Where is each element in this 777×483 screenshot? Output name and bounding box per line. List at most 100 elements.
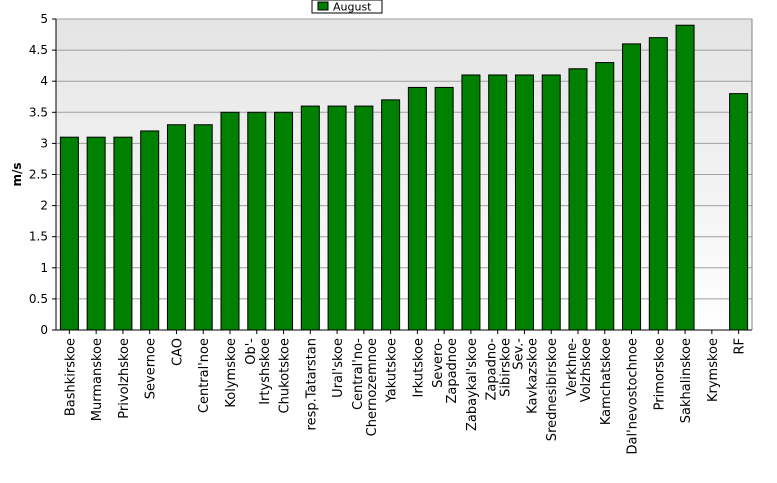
bar xyxy=(434,86,454,331)
x-tick-label-line: Dal'nevostochnoe xyxy=(626,338,641,454)
x-tick-label-line: Central'noe xyxy=(197,338,212,413)
bar xyxy=(675,24,695,331)
x-tick-label-line: Primorskoe xyxy=(652,338,667,410)
bar xyxy=(327,105,347,331)
x-tick-label-line: Verkhne- xyxy=(565,338,580,396)
y-tick-label: 0 xyxy=(40,323,48,337)
bar xyxy=(166,124,186,331)
y-tick-label: 5 xyxy=(40,12,48,26)
x-tick-label-line: Ural'skoe xyxy=(331,338,346,398)
y-tick-label: 1.5 xyxy=(29,230,48,244)
y-tick-label: 3 xyxy=(40,136,48,150)
x-tick-label: Yakutskoe xyxy=(385,338,400,403)
y-tick-label: 2 xyxy=(40,199,48,213)
bar xyxy=(113,136,133,331)
y-axis-label: m/s xyxy=(10,162,24,186)
bar xyxy=(461,74,481,331)
x-tick-label-line: Sakhalinskoe xyxy=(679,338,694,423)
y-tick-label: 0.5 xyxy=(29,292,48,306)
x-tick-label: Sev.- Kavkazskoe xyxy=(511,338,540,414)
x-tick-label-line: Chernozemnoe xyxy=(365,338,380,436)
bar xyxy=(407,86,427,331)
x-tick-label-line: Volzhskoe xyxy=(579,338,594,402)
x-tick-label: Privolzhskoe xyxy=(117,338,132,419)
bar xyxy=(247,111,267,331)
x-tick-label: Severo- Zapadnoe xyxy=(431,338,460,404)
bar xyxy=(541,74,561,331)
x-tick-label-line: resp.Tatarstan xyxy=(304,338,319,430)
x-tick-label: CAO xyxy=(170,338,185,366)
x-tick-label: Severnoe xyxy=(144,338,159,399)
legend-swatch xyxy=(317,1,329,11)
bar xyxy=(568,68,588,331)
x-tick-label: Sakhalinskoe xyxy=(679,338,694,423)
bar xyxy=(220,111,240,331)
x-tick-label-line: Irtyshskoe xyxy=(258,338,273,405)
x-tick-label: RF xyxy=(733,338,748,355)
x-tick-label-line: Kolymskoe xyxy=(224,338,239,408)
x-tick-label-line: Bashkirskoe xyxy=(63,338,78,416)
x-tick-label-line: Kavkazskoe xyxy=(525,338,540,414)
bar xyxy=(595,62,615,331)
x-tick-label-line: Ob'- xyxy=(244,338,259,365)
x-tick-label-line: Severnoe xyxy=(144,338,159,399)
x-tick-label-line: RF xyxy=(733,338,748,355)
x-tick-label: Ural'skoe xyxy=(331,338,346,398)
bar xyxy=(488,74,508,331)
bar xyxy=(193,124,213,331)
x-tick-label: resp.Tatarstan xyxy=(304,338,319,430)
x-tick-label-line: Irkutskoe xyxy=(411,338,426,397)
x-tick-label-line: Central'no- xyxy=(351,338,366,410)
x-tick-label-line: Sev.- xyxy=(511,338,526,370)
x-tick-label: Dal'nevostochnoe xyxy=(626,338,641,454)
x-tick-label: Primorskoe xyxy=(652,338,667,410)
x-tick-label: Central'no- Chernozemnoe xyxy=(351,338,380,437)
x-tick-label: Krymskoe xyxy=(706,338,721,402)
y-tick-label: 3.5 xyxy=(29,105,48,119)
x-tick-label: Zapadno- Sibirskoe xyxy=(485,338,514,401)
x-tick-label: Kamchatskoe xyxy=(599,338,614,425)
legend: August xyxy=(311,0,383,14)
x-tick-label: Kolymskoe xyxy=(224,338,239,408)
y-tick-label: 4.5 xyxy=(29,43,48,57)
x-tick-label-line: Zabaykal'skoe xyxy=(465,338,480,431)
y-tick-label: 4 xyxy=(40,74,48,88)
x-tick-label: Chukotskoe xyxy=(278,338,293,413)
x-tick-label-line: CAO xyxy=(170,338,185,366)
x-tick-label-line: Murmanskoe xyxy=(90,338,105,421)
x-tick-label: Verkhne- Volzhskoe xyxy=(565,338,594,403)
bar xyxy=(274,111,294,331)
x-tick-label-line: Zapadno- xyxy=(485,338,500,401)
x-tick-label: Bashkirskoe xyxy=(63,338,78,416)
bar xyxy=(514,74,534,331)
bar xyxy=(381,99,401,331)
y-tick-label: 2.5 xyxy=(29,168,48,182)
x-tick-label-line: Yakutskoe xyxy=(385,338,400,403)
bar xyxy=(59,136,79,331)
legend-box xyxy=(311,0,383,14)
x-tick-label: Ob'- Irtyshskoe xyxy=(244,338,273,405)
x-tick-label-line: Sibirskoe xyxy=(499,338,514,397)
x-tick-label-line: Chukotskoe xyxy=(278,338,293,413)
x-tick-label: Central'noe xyxy=(197,338,212,413)
x-tick-label-line: Kamchatskoe xyxy=(599,338,614,425)
bar xyxy=(300,105,320,331)
x-tick-label: Irkutskoe xyxy=(411,338,426,397)
x-tick-label-line: Krymskoe xyxy=(706,338,721,402)
bar xyxy=(648,37,668,331)
y-tick-label: 1 xyxy=(40,261,48,275)
x-tick-label-line: Zapadnoe xyxy=(445,338,460,404)
x-tick-label: Zabaykal'skoe xyxy=(465,338,480,431)
x-tick-label-line: Srednesibirskoe xyxy=(545,338,560,441)
x-tick-label-line: Severo- xyxy=(431,338,446,388)
bar xyxy=(86,136,106,331)
x-tick-label-line: Privolzhskoe xyxy=(117,338,132,419)
legend-label: August xyxy=(333,1,372,14)
bar xyxy=(729,93,749,331)
bar xyxy=(354,105,374,331)
bar xyxy=(140,130,160,331)
x-tick-label: Murmanskoe xyxy=(90,338,105,421)
bar xyxy=(622,43,642,331)
